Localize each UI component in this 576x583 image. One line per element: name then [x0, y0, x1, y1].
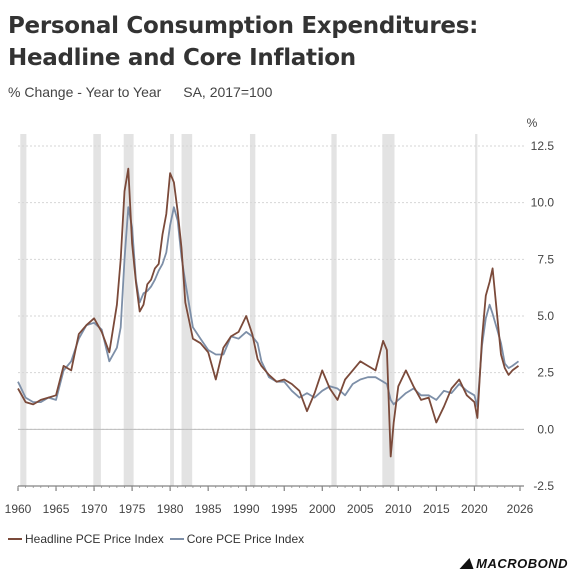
x-tick-label: 1995: [271, 502, 298, 516]
y-axis-unit-label: %: [527, 116, 538, 130]
y-tick-label: 10.0: [531, 196, 555, 210]
series-line-headline: [17, 167, 520, 458]
axes: -2.5 0.0 2.5 5.0 7.5 10.0 12.5 1960 1965 1970 1975…: [5, 139, 555, 516]
y-tick-label: 2.5: [537, 366, 554, 380]
x-tick-label: 1975: [119, 502, 146, 516]
line-chart: -2.5 0.0 2.5 5.0 7.5 10.0 12.5 1960 1965 1970 1975…: [5, 116, 555, 516]
legend-swatch-core: [169, 538, 184, 540]
x-tick-label: 1990: [233, 502, 260, 516]
legend-label-core: Core PCE Price Index: [186, 532, 305, 546]
chart-title: Personal Consumption Expenditures: Headl…: [8, 13, 479, 71]
y-tick-label: -2.5: [533, 479, 554, 493]
source-brand: MACROBOND: [459, 556, 568, 571]
x-tick-label: 1960: [5, 502, 32, 516]
y-tick-label: 5.0: [537, 309, 554, 323]
x-tick-label: 2000: [309, 502, 336, 516]
recession-band: [331, 134, 337, 486]
x-tick-label: 1970: [81, 502, 108, 516]
x-tick-label: 2020: [461, 502, 488, 516]
recession-band: [475, 134, 478, 486]
recession-band: [170, 134, 174, 486]
y-tick-label: 0.0: [537, 422, 554, 436]
y-tick-label: 12.5: [531, 139, 555, 153]
brand-logo-icon: [459, 558, 477, 569]
x-tick-label: 1980: [157, 502, 184, 516]
recession-bands: [20, 134, 478, 486]
legend-swatch-headline: [8, 538, 22, 540]
x-tick-label: 2026: [507, 502, 534, 516]
x-tick-label: 2015: [423, 502, 450, 516]
recession-band: [382, 134, 395, 486]
subtitle-note: SA, 2017=100: [183, 84, 273, 100]
brand-name: MACROBOND: [476, 556, 568, 571]
x-tick-label: 2005: [347, 502, 374, 516]
chart-subtitle: % Change - Year to Year SA, 2017=100: [8, 84, 272, 100]
series-lines: [17, 167, 520, 458]
recession-band: [249, 134, 256, 486]
legend: Headline PCE Price Index Core PCE Price …: [8, 532, 310, 546]
legend-label-headline: Headline PCE Price Index: [25, 532, 164, 546]
y-tick-label: 7.5: [537, 252, 554, 266]
x-tick-label: 1965: [43, 502, 70, 516]
series-line-core: [17, 206, 520, 408]
recession-band: [123, 134, 134, 486]
legend-item-headline: Headline PCE Price Index: [8, 532, 164, 546]
recession-band: [93, 134, 101, 486]
x-tick-label: 2010: [385, 502, 412, 516]
legend-item-core: Core PCE Price Index: [169, 532, 305, 546]
subtitle-measure: % Change - Year to Year: [8, 84, 162, 100]
x-tick-label: 1985: [195, 502, 222, 516]
recession-band: [20, 134, 27, 486]
